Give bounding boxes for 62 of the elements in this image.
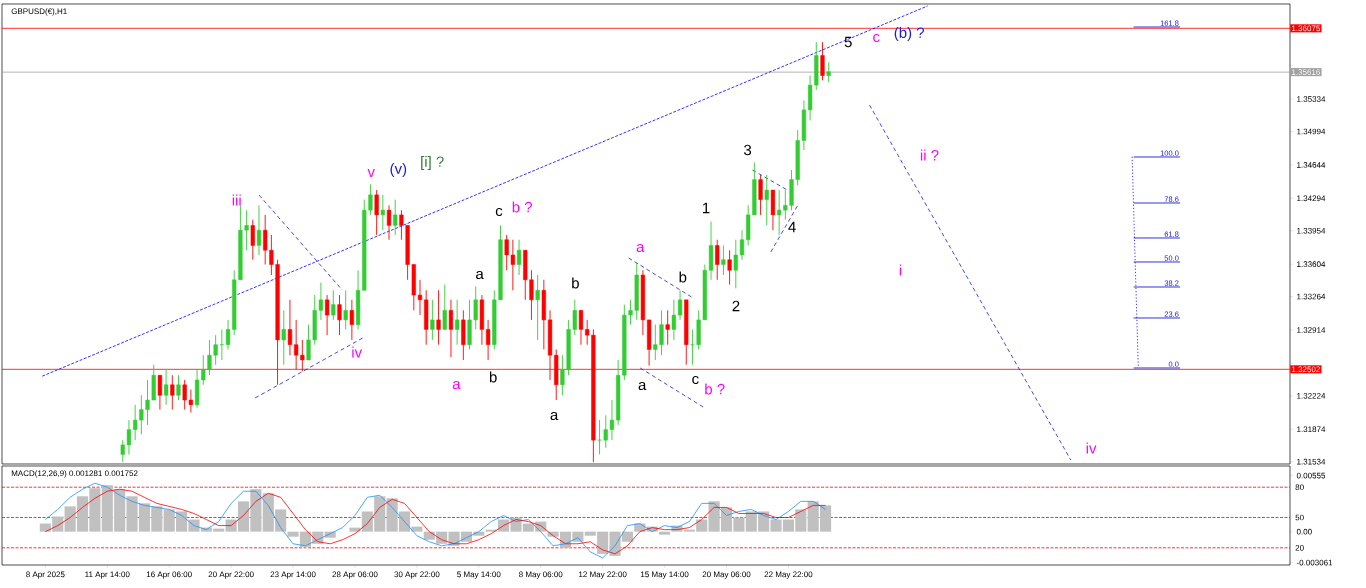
ref-line-label: 1.32502 [1292,366,1320,373]
y-tick-label: -0.003061 [1296,559,1333,566]
ref-line-label: 1.36075 [1292,25,1320,32]
y-tick-label: 1.35334 [1297,96,1326,102]
y-tick-label: 1.34294 [1297,195,1326,202]
y-tick-label: 1.31874 [1297,426,1326,433]
y-tick-label: 0.00 [1296,528,1312,535]
x-tick-label: 11 Apr 14:00 [85,571,130,579]
y-tick-label: 1.34644 [1297,162,1326,168]
annotation: 1 [702,202,710,214]
y-tick-label: 1.33264 [1297,293,1326,300]
x-tick-label: 15 May 14:00 [640,571,689,579]
x-tick-label: 28 Apr 06:00 [332,571,378,579]
y-tick-label: 1.33604 [1297,261,1326,267]
x-tick-label: 22 May 22:00 [764,571,813,579]
annotation: a [638,381,647,391]
annotation: c [692,375,699,385]
ref-line-label: 1.35616 [1292,69,1320,75]
x-tick-label: 12 May 22:00 [579,571,627,579]
annotation: b [489,371,497,383]
annotation: iv [352,346,363,358]
annotation: b ? [705,383,725,395]
annotation: b [679,271,687,283]
annotation: 2 [732,300,740,312]
x-tick-label: 8 May 06:00 [519,571,563,579]
annotation: (v) [390,163,407,177]
annotation: a [476,270,484,280]
chart-title: GBPUSD(€),H1 [11,8,67,16]
x-tick-label: 5 May 14:00 [457,571,501,579]
annotation: [i] ? [421,156,444,170]
annotation: 3 [743,144,752,156]
annotation: b ? [512,201,533,213]
y-tick-label: 1.31534 [1297,458,1326,465]
chart-title: MACD(12,26,9) 0.001281 0.001752 [11,470,138,478]
x-tick-label: 20 May 06:00 [702,571,751,579]
annotation: 4 [788,221,796,233]
annotation: c [495,207,503,217]
annotation: c [873,33,880,43]
y-tick-label: 1.32914 [1297,327,1326,333]
annotation: v [367,169,375,177]
x-tick-label: 20 Apr 22:00 [208,571,254,579]
x-tick-label: 23 Apr 14:00 [270,571,316,579]
annotation: 5 [844,36,852,48]
ref-line-label: 50 [1295,514,1304,521]
annotation: a [550,411,559,421]
ref-line-label: 20 [1295,544,1304,551]
y-tick-label: 1.33954 [1297,227,1326,234]
x-tick-label: 30 Apr 22:00 [394,571,440,579]
x-tick-label: 8 Apr 2025 [26,571,65,579]
annotation: (b) ? [894,27,925,41]
y-tick-label: 0.00555 [1296,472,1326,479]
annotation: a [636,243,645,253]
ref-line-label: 80 [1295,484,1304,491]
annotation: ii ? [920,149,939,161]
annotation: iii [232,194,241,206]
annotation: a [452,380,461,390]
x-tick-label: 16 Apr 06:00 [146,571,192,579]
annotation: b [572,277,579,289]
annotation: i [899,264,902,276]
annotation: iv [1086,442,1097,454]
y-tick-label: 1.34994 [1297,128,1326,135]
y-tick-label: 1.32224 [1297,393,1326,399]
